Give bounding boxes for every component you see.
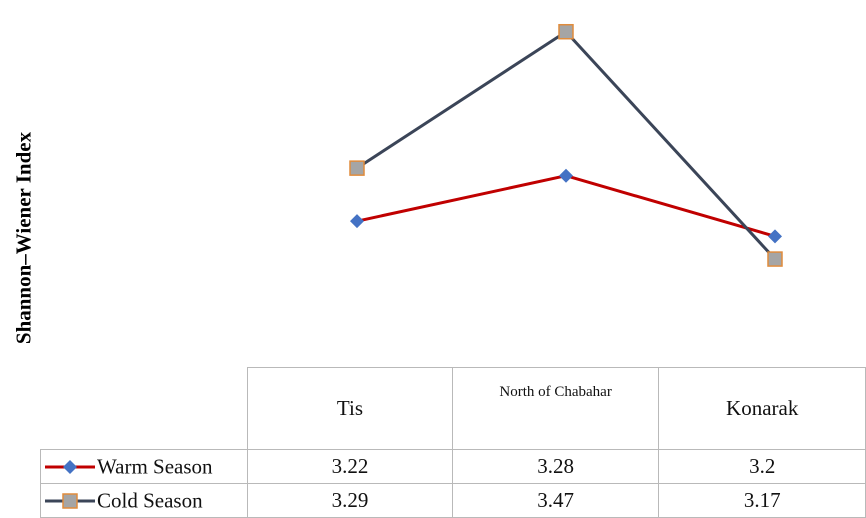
chart: Shannon–Wiener Index Tis North of Chabah… bbox=[11, 23, 866, 518]
cold-season-legend-key bbox=[45, 493, 95, 510]
data-label: 3.28 bbox=[451, 449, 660, 484]
table-header-row: Tis North of Chabahar Konarak bbox=[40, 367, 866, 450]
series-warm-season bbox=[350, 168, 782, 244]
data-label: 3.2 bbox=[658, 449, 866, 484]
data-label: 3.47 bbox=[451, 483, 660, 518]
data-label: 3.22 bbox=[247, 449, 453, 484]
table-row-cold-season: Cold Season 3.29 3.47 3.17 bbox=[39, 483, 866, 518]
legend-entry-warm-season: Warm Season bbox=[39, 449, 249, 484]
warm-season-legend-key bbox=[45, 460, 95, 475]
legend-label: Warm Season bbox=[97, 454, 213, 479]
series-line-cold-season bbox=[356, 30, 777, 261]
data-table: Tis North of Chabahar Konarak Warm Seaso… bbox=[39, 367, 866, 518]
series-line-warm-season bbox=[356, 174, 776, 238]
data-label: 3.29 bbox=[247, 483, 453, 518]
legend-entry-cold-season: Cold Season bbox=[39, 483, 249, 518]
data-point-warm-season bbox=[350, 214, 364, 229]
data-point-cold-season bbox=[558, 23, 574, 40]
table-corner-cell bbox=[40, 367, 249, 450]
legend-label: Cold Season bbox=[97, 488, 203, 513]
data-point-cold-season bbox=[349, 160, 365, 176]
data-label: 3.17 bbox=[658, 483, 866, 518]
series-cold-season bbox=[349, 23, 783, 267]
table-row-warm-season: Warm Season 3.22 3.28 3.2 bbox=[39, 449, 866, 484]
category-label: Konarak bbox=[658, 367, 866, 450]
data-point-cold-season bbox=[767, 251, 783, 267]
plot-area bbox=[349, 23, 783, 267]
y-axis-label: Shannon–Wiener Index bbox=[11, 131, 36, 345]
data-point-warm-season bbox=[559, 168, 573, 183]
category-label: Tis bbox=[247, 367, 453, 450]
category-label: North of Chabahar bbox=[451, 367, 660, 450]
data-point-warm-season bbox=[768, 229, 782, 244]
